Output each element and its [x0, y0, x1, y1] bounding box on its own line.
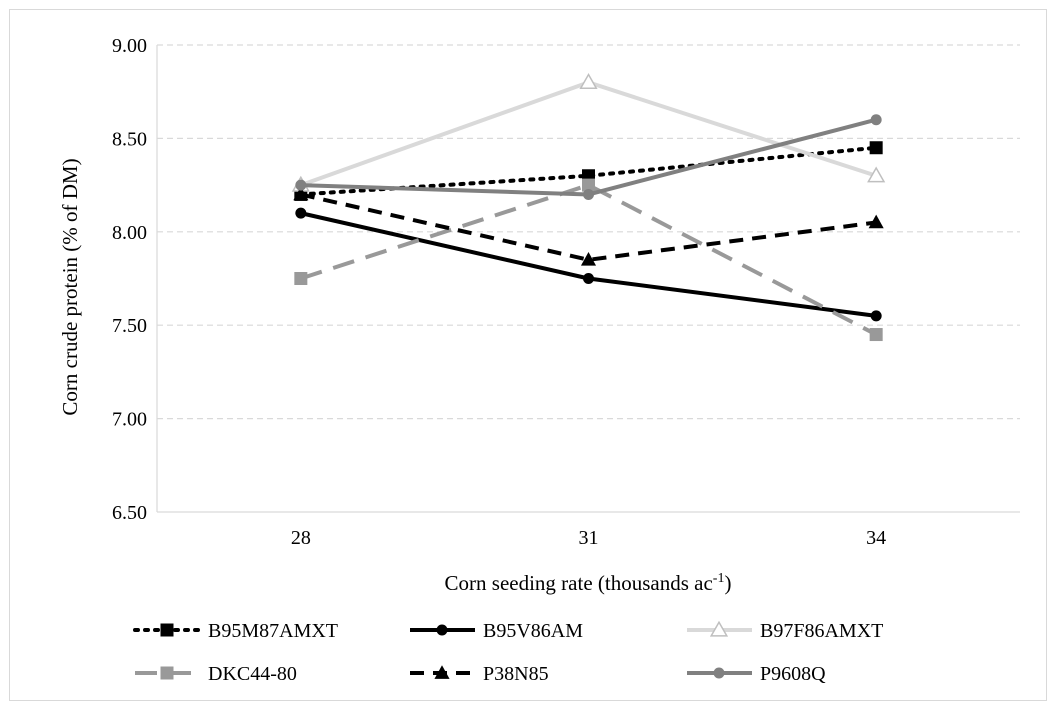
x-tick-label: 28 — [291, 527, 311, 549]
legend-marker — [436, 624, 448, 636]
legend-marker — [160, 623, 174, 637]
legend-label: B95V86AM — [483, 620, 583, 642]
series-dkc44-80 — [294, 178, 883, 342]
x-axis-label-superscript: -1 — [713, 571, 725, 586]
legend-item: P38N85 — [410, 663, 549, 685]
data-point — [579, 73, 598, 89]
data-point — [295, 207, 307, 219]
legend-label: B97F86AMXT — [760, 620, 883, 642]
legend-label: B95M87AMXT — [208, 620, 338, 642]
y-tick-label: 8.50 — [112, 128, 147, 150]
data-point — [869, 141, 883, 155]
tick-labels: 6.50 7.00 7.50 8.00 8.50 9.00 28 31 34 — [112, 35, 886, 549]
legend-item: B95M87AMXT — [133, 620, 338, 642]
y-tick-label: 7.50 — [112, 315, 147, 337]
data-point — [580, 252, 597, 266]
series-line — [300, 182, 878, 337]
x-tick-label: 31 — [579, 527, 599, 549]
gridlines — [157, 44, 1020, 420]
axes — [156, 45, 1020, 513]
legend-label: P38N85 — [483, 663, 549, 685]
data-point — [582, 178, 595, 192]
legend-marker — [709, 620, 729, 637]
y-tick-label: 6.50 — [112, 502, 147, 524]
legend-item: DKC44-80 — [135, 663, 297, 685]
legend-marker — [713, 667, 725, 679]
series-p38n85 — [293, 186, 884, 266]
data-point — [870, 114, 882, 126]
data-point — [867, 166, 886, 183]
data-point — [870, 310, 882, 322]
x-axis-label: Corn seeding rate (thousands ac-1) — [445, 571, 732, 595]
legend-marker — [160, 666, 174, 680]
legend-marker — [434, 665, 450, 679]
data-point — [868, 214, 884, 229]
y-axis-label: Corn crude protein (% of DM) — [58, 158, 82, 415]
data-point — [583, 273, 594, 284]
data-point — [869, 328, 883, 342]
x-axis-label-main: Corn seeding rate (thousands ac — [445, 571, 713, 595]
legend-label: P9608Q — [760, 663, 826, 685]
data-point — [583, 188, 594, 200]
series-b95v86am — [295, 207, 882, 322]
series-layer — [291, 73, 886, 342]
x-tick-label: 34 — [866, 527, 886, 549]
legend-item: B97F86AMXT — [687, 620, 883, 642]
y-tick-label: 9.00 — [112, 35, 147, 57]
data-point — [295, 179, 307, 191]
legend-label: DKC44-80 — [208, 663, 297, 685]
x-axis-label-tail: ) — [724, 571, 731, 595]
y-tick-label: 7.00 — [112, 409, 147, 431]
data-point — [293, 186, 309, 201]
data-point — [294, 272, 308, 285]
legend-item: B95V86AM — [410, 620, 583, 642]
series-line — [300, 192, 877, 262]
y-tick-label: 8.00 — [112, 222, 147, 244]
legend: B95M87AMXT B95V86AM B97F86AMXT DKC44-80 P38N… — [133, 620, 883, 685]
legend-item: P9608Q — [687, 663, 826, 685]
series-p9608q — [295, 114, 882, 200]
